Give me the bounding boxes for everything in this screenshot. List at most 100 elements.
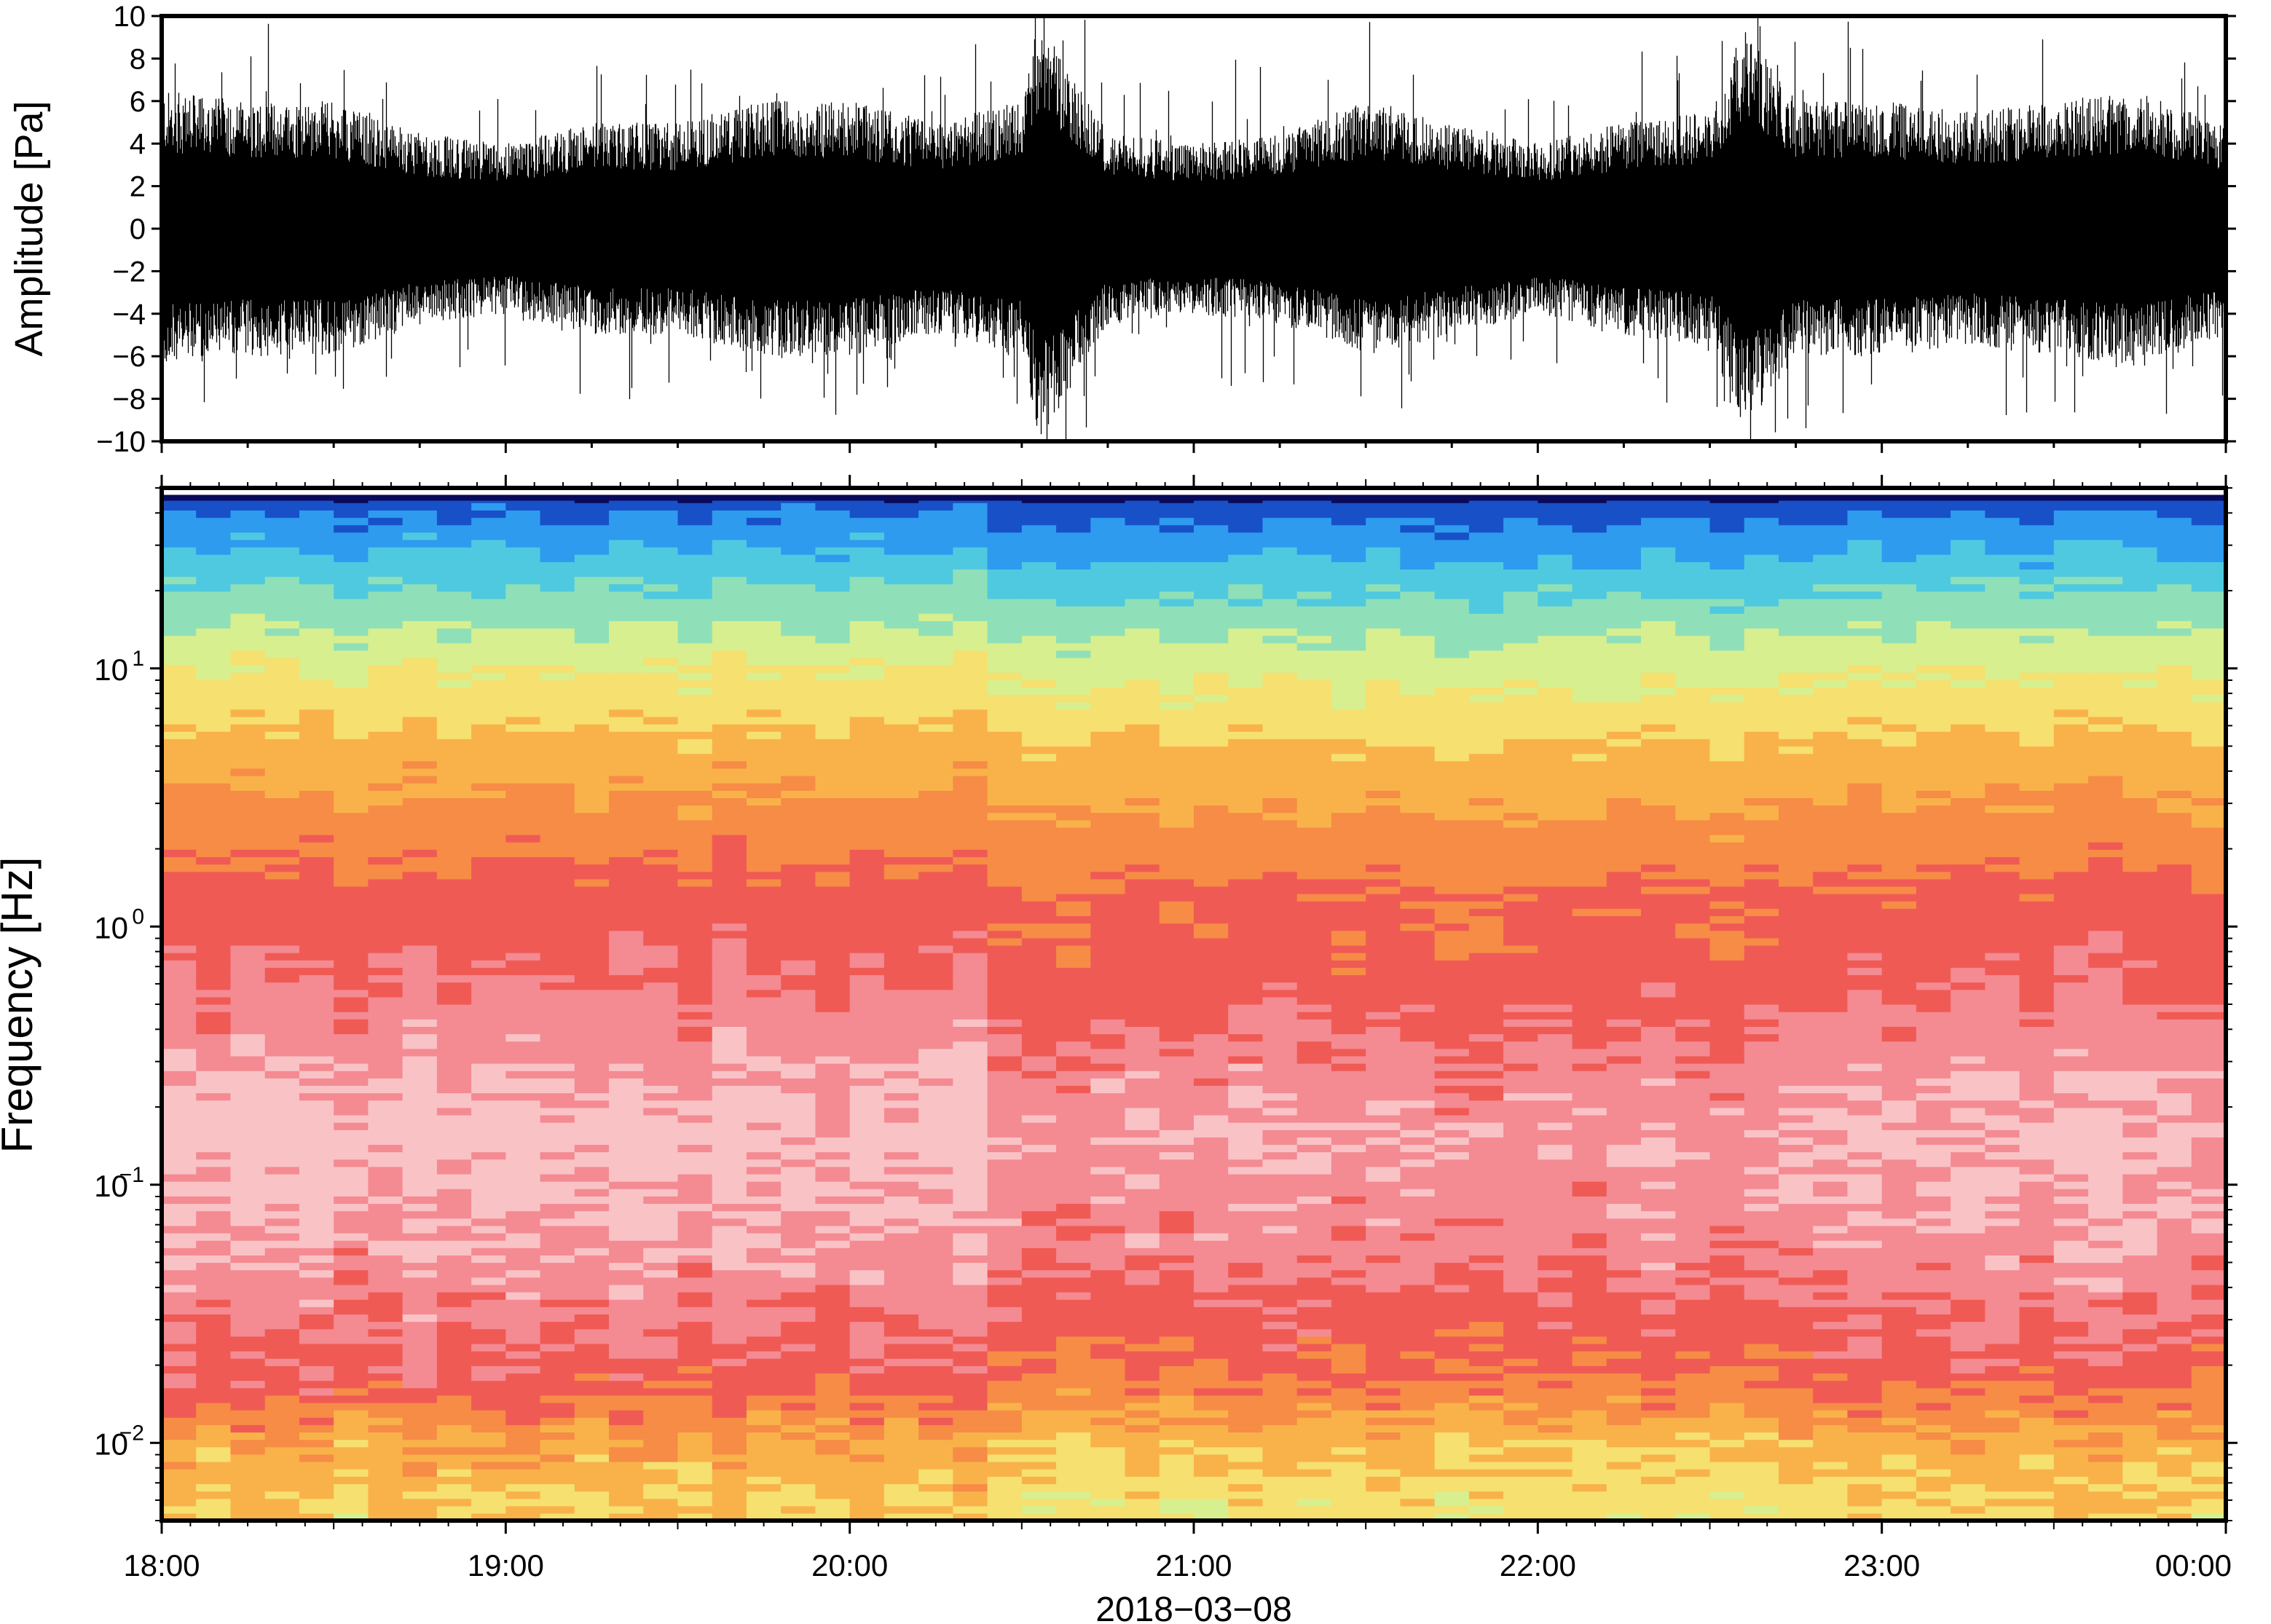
spectrogram-cell — [540, 606, 575, 614]
spectrogram-cell — [1125, 701, 1160, 710]
spectrogram-cell — [402, 937, 438, 946]
spectrogram-cell — [402, 842, 438, 850]
spectrogram-cell — [1331, 642, 1366, 651]
spectrogram-cell — [436, 1483, 472, 1492]
spectrogram-cell — [1090, 967, 1126, 976]
spectrogram-cell — [953, 1439, 988, 1448]
spectrogram-cell — [609, 1395, 644, 1403]
spectrogram-cell — [677, 1491, 713, 1499]
spectrogram-cell — [436, 996, 472, 1005]
spectrogram-cell — [1125, 1114, 1160, 1123]
spectrogram-cell — [609, 1328, 644, 1337]
spectrogram-cell — [1056, 1380, 1091, 1389]
spectrogram-cell — [815, 1100, 851, 1108]
spectrogram-cell — [643, 1469, 679, 1477]
spectrogram-cell — [677, 805, 713, 813]
spectrogram-cell — [436, 930, 472, 939]
spectrogram-cell — [918, 650, 953, 658]
spectrogram-cell — [781, 694, 816, 703]
spectrogram-cell — [505, 960, 541, 968]
spectrogram-cell — [815, 915, 851, 924]
spectrogram-cell — [677, 760, 713, 769]
spectrogram-cell — [883, 665, 919, 673]
spectrogram-cell — [471, 953, 506, 961]
spectrogram-cell — [1021, 1299, 1057, 1307]
spectrogram-cell — [1262, 657, 1298, 666]
spectrogram-cell — [574, 894, 610, 902]
spectrogram-cell — [953, 945, 988, 953]
spectrogram-cell — [781, 974, 816, 983]
spectrogram-cell — [1021, 1417, 1057, 1425]
spectrogram-cell — [471, 1078, 506, 1087]
spectrogram-cell — [1262, 1292, 1298, 1300]
spectrogram-cell — [643, 753, 679, 762]
spectrogram-cell — [574, 1071, 610, 1079]
spectrogram-cell — [677, 716, 713, 725]
spectrogram-cell — [677, 1380, 713, 1389]
spectrogram-cell — [1159, 1277, 1194, 1285]
spectrogram-cell — [402, 1255, 438, 1264]
spectrogram-cell — [1296, 827, 1332, 835]
spectrogram-cell — [574, 517, 610, 526]
spectrogram-cell — [1056, 967, 1091, 976]
spectrogram-cell — [1125, 724, 1160, 732]
spectrogram-cell — [505, 805, 541, 813]
spectrogram-cell — [1090, 635, 1126, 644]
spectrogram-cell — [334, 805, 369, 813]
spectrogram-cell — [1021, 819, 1057, 828]
spectrogram-cell — [643, 672, 679, 680]
spectrogram-cell — [1125, 547, 1160, 555]
spectrogram-cell — [1262, 1439, 1298, 1448]
spectrogram-cell — [1021, 724, 1057, 732]
spectrogram-cell — [162, 753, 197, 762]
spectrogram-cell — [230, 731, 266, 739]
spectrogram-cell — [402, 790, 438, 798]
spectrogram-cell — [849, 591, 885, 599]
spectrogram-cell — [1021, 864, 1057, 872]
spectrogram-cell — [264, 930, 300, 939]
spectrogram-cell — [505, 760, 541, 769]
spectrogram-cell — [1090, 1247, 1126, 1256]
spectrogram-cell — [1021, 1491, 1057, 1499]
spectrogram-cell — [849, 524, 885, 533]
spectrogram-cell — [1194, 1048, 1229, 1057]
spectrogram-cell — [1090, 716, 1126, 725]
spectrogram-cell — [1090, 945, 1126, 953]
spectrogram-cell — [334, 1107, 369, 1116]
spectrogram-cell — [953, 1491, 988, 1499]
spectrogram-cell — [368, 1203, 404, 1212]
spectrogram-cell — [1159, 1041, 1194, 1049]
spectrogram-cell — [953, 1181, 988, 1189]
spectrogram-cell — [402, 930, 438, 939]
spectrogram-cell — [402, 1505, 438, 1514]
spectrogram-cell — [815, 945, 851, 953]
spectrogram-cell — [574, 864, 610, 872]
spectrogram-cell — [781, 731, 816, 739]
spectrogram-cell — [574, 1306, 610, 1314]
spectrogram-cell — [574, 1402, 610, 1411]
spectrogram-cell — [815, 1410, 851, 1418]
spectrogram-cell — [643, 665, 679, 673]
spectrogram-cell — [953, 1358, 988, 1366]
spectrogram-cell — [1125, 960, 1160, 968]
spectrogram-cell — [368, 1218, 404, 1226]
spectrogram-cell — [1296, 1351, 1332, 1359]
spectrogram-cell — [609, 591, 644, 599]
spectrogram-cell — [1296, 1225, 1332, 1234]
spectrogram-cell — [918, 1166, 953, 1175]
spectrogram-cell — [677, 871, 713, 880]
spectrogram-cell — [264, 1166, 300, 1175]
spectrogram-cell — [883, 731, 919, 739]
spectrogram-cell — [677, 635, 713, 644]
spectrogram-cell — [677, 1210, 713, 1219]
spectrogram-cell — [883, 1395, 919, 1403]
spectrogram-cell — [953, 1380, 988, 1389]
spectrogram-cell — [918, 1026, 953, 1035]
spectrogram-cell — [1021, 1196, 1057, 1205]
spectrogram-cell — [368, 591, 404, 599]
spectrogram-cell — [815, 1218, 851, 1226]
spectrogram-cell — [505, 554, 541, 562]
spectrogram-cell — [918, 1144, 953, 1153]
spectrogram-cell — [849, 1092, 885, 1101]
spectrogram-cell — [1021, 878, 1057, 887]
